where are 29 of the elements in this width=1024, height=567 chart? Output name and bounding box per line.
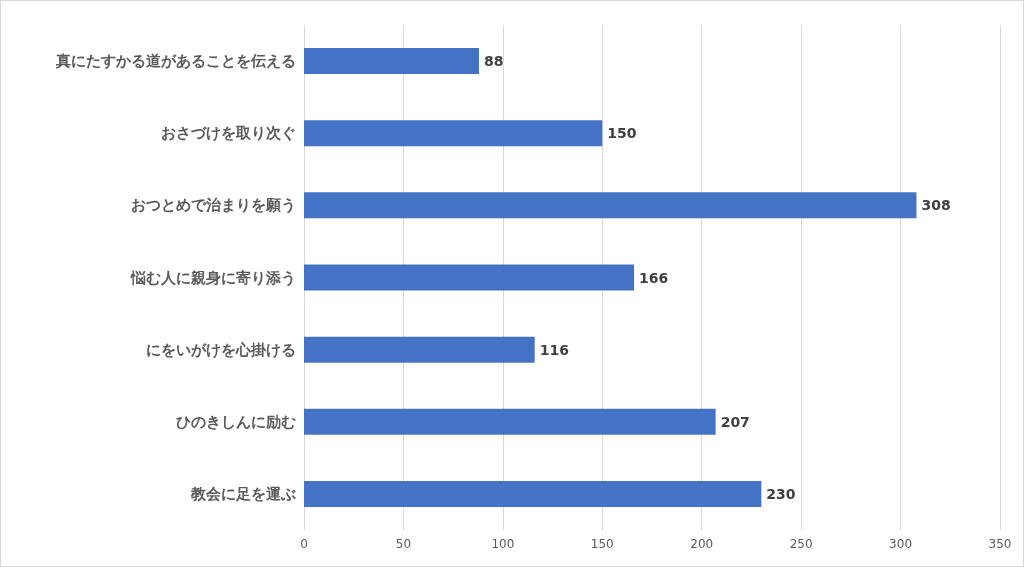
x-tick-label: 100: [491, 537, 515, 551]
bar: [304, 408, 716, 435]
bar: [304, 192, 917, 219]
y-tick-label: にをいがけを心掛ける: [146, 340, 296, 359]
y-tick-label: ひのきしんに励む: [176, 412, 296, 431]
x-tick-label: 0: [300, 537, 308, 551]
y-tick-label: おさづけを取り次ぐ: [161, 124, 296, 143]
bar: [304, 480, 762, 507]
bar: [304, 120, 603, 147]
x-tick-label: 350: [988, 537, 1012, 551]
data-label: 150: [607, 125, 637, 142]
data-label: 308: [921, 197, 951, 214]
data-label: 116: [539, 341, 569, 358]
x-tick-label: 200: [690, 537, 714, 551]
bar: [304, 336, 535, 363]
data-label: 230: [766, 485, 796, 502]
data-label: 166: [639, 269, 669, 286]
y-tick-label: 悩む人に親身に寄り添う: [130, 268, 296, 287]
x-tick-label: 300: [889, 537, 913, 551]
x-tick-label: 150: [590, 537, 614, 551]
x-tick-label: 250: [789, 537, 813, 551]
x-tick-label: 50: [395, 537, 412, 551]
data-label: 88: [483, 53, 504, 70]
y-tick-label: 真にたすかる道があることを伝える: [55, 52, 296, 71]
y-tick-label: おつとめで治まりを願う: [131, 196, 296, 215]
y-tick-label: 教会に足を運ぶ: [190, 484, 296, 503]
bar: [304, 48, 479, 75]
data-label: 207: [720, 413, 750, 430]
bar: [304, 264, 635, 291]
